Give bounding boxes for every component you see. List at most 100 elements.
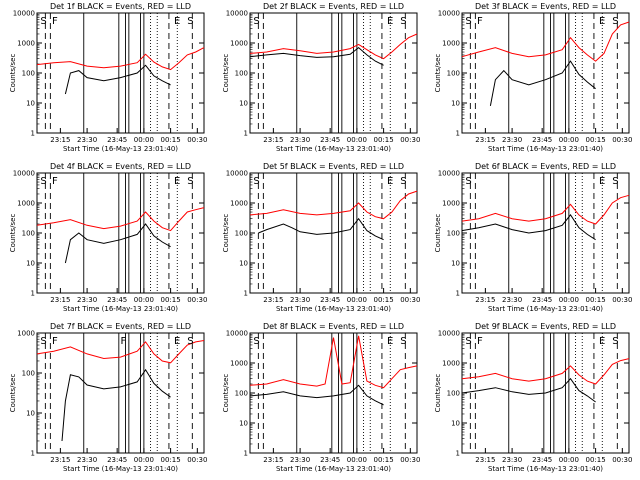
x-axis-label: Start Time (16-May-13 23:01:40) [63,305,178,313]
x-tick-label: 00:00 [559,136,579,144]
x-tick-label: 00:00 [347,456,367,464]
panel-title: Det 5f BLACK = Events, RED = LLD [263,162,404,171]
x-tick-label: 00:30 [187,296,207,304]
series-events-line [249,46,384,66]
x-tick-label: 00:30 [612,296,632,304]
y-tick-label: 1000 [230,40,248,48]
interval-marker-label: F [52,16,58,27]
y-tick-label: 10 [26,100,35,108]
x-axis-label: Start Time (16-May-13 23:01:40) [488,145,603,153]
x-tick-label: 00:00 [559,296,579,304]
plot-frame [461,172,630,294]
x-tick-label: 00:30 [612,456,632,464]
x-tick-label: 23:15 [263,136,283,144]
interval-marker-label: S [465,16,471,27]
x-tick-label: 23:45 [320,456,340,464]
y-axis-label: Counts/sec [222,374,230,413]
x-tick-label: 23:30 [502,296,522,304]
x-tick-label: 00:30 [400,456,420,464]
interval-marker-label: F [477,336,483,347]
y-tick-label: 10 [451,420,460,428]
interval-marker-label: S [253,16,259,27]
x-tick-label: 23:30 [502,456,522,464]
x-axis-label: Start Time (16-May-13 23:01:40) [488,305,603,313]
series-events-line [249,384,384,406]
x-tick-label: 23:15 [50,456,70,464]
y-tick-label: 1000 [442,360,460,368]
x-tick-label: 00:30 [187,136,207,144]
x-tick-label: 00:15 [586,456,606,464]
y-tick-label: 10000 [226,170,248,178]
x-tick-label: 23:15 [475,296,495,304]
y-tick-label: 1 [31,290,35,298]
interval-marker-label: S [253,336,259,347]
x-axis-label: Start Time (16-May-13 23:01:40) [488,465,603,473]
x-tick-label: 23:45 [532,456,552,464]
panel-det-5: Det 5f BLACK = Events, RED = LLD 1 10 100 10… [222,162,420,313]
x-axis-label: Start Time (16-May-13 23:01:40) [63,465,178,473]
panel-title: Det 3f BLACK = Events, RED = LLD [475,2,616,11]
y-tick-label: 100 [235,70,248,78]
series-lld-line [461,358,630,385]
panel-det-2: Det 2f BLACK = Events, RED = LLD 1 10 100 10… [222,2,420,153]
plot-frame [36,172,205,294]
y-tick-label: 1 [244,450,248,458]
plot-frame [36,12,205,134]
y-axis-label: Counts/sec [222,54,230,93]
interval-marker-label: S [612,176,618,187]
y-tick-label: 1 [31,130,35,138]
y-tick-label: 1 [31,450,35,458]
y-tick-label: 10 [239,420,248,428]
x-tick-label: 23:30 [77,136,97,144]
panel-title: Det 2f BLACK = Events, RED = LLD [263,2,404,11]
y-tick-label: 10000 [438,10,460,18]
x-tick-label: 23:30 [77,456,97,464]
panel-title: Det 1f BLACK = Events, RED = LLD [50,2,191,11]
interval-marker-label: S [187,336,193,347]
y-tick-label: 1 [456,290,460,298]
x-axis-label: Start Time (16-May-13 23:01:40) [276,465,391,473]
y-tick-label: 100 [235,230,248,238]
x-tick-label: 23:30 [77,296,97,304]
x-tick-label: 00:15 [586,136,606,144]
panel-title: Det 7f BLACK = Events, RED = LLD [50,322,191,331]
series-lld-line [36,340,205,364]
interval-marker-label: E [387,176,393,187]
y-tick-label: 1 [456,130,460,138]
panel-title: Det 4f BLACK = Events, RED = LLD [50,162,191,171]
series-events-line [258,217,384,241]
panel-det-8: Det 8f BLACK = Events, RED = LLD 1 10 100 10… [222,322,420,473]
x-tick-label: 00:00 [347,136,367,144]
y-tick-label: 100 [447,390,460,398]
interval-marker-label: S [253,176,259,187]
y-tick-label: 1000 [17,200,35,208]
y-tick-label: 1 [244,290,248,298]
series-lld-line [461,194,630,225]
interval-marker-label: E [599,336,605,347]
y-tick-label: 100 [235,390,248,398]
y-axis-label: Counts/sec [9,54,17,93]
x-tick-label: 23:15 [475,456,495,464]
y-tick-label: 10000 [438,170,460,178]
interval-marker-label: E [174,336,180,347]
y-tick-label: 10 [26,410,35,418]
panel-det-6: Det 6f BLACK = Events, RED = LLD 1 10 100 10… [434,162,632,313]
x-tick-label: 23:45 [532,296,552,304]
interval-marker-label: S [612,336,618,347]
x-tick-label: 00:30 [400,296,420,304]
series-lld-line [36,47,205,71]
x-tick-label: 00:15 [374,136,394,144]
x-tick-label: 23:30 [290,296,310,304]
interval-marker-label: S [187,176,193,187]
x-tick-label: 00:00 [559,456,579,464]
y-tick-label: 10000 [13,170,35,178]
x-tick-label: 00:15 [161,456,181,464]
panel-det-9: Det 9f BLACK = Events, RED = LLD 1 10 100 10… [434,322,632,473]
interval-marker-label: S [40,336,46,347]
y-tick-label: 1000 [17,40,35,48]
x-tick-label: 00:00 [134,456,154,464]
plot-frame [249,12,418,134]
series-lld-line [249,335,418,389]
x-tick-label: 00:00 [134,136,154,144]
panel-det-1: Det 1f BLACK = Events, RED = LLD 1 10 100 10… [9,2,207,153]
